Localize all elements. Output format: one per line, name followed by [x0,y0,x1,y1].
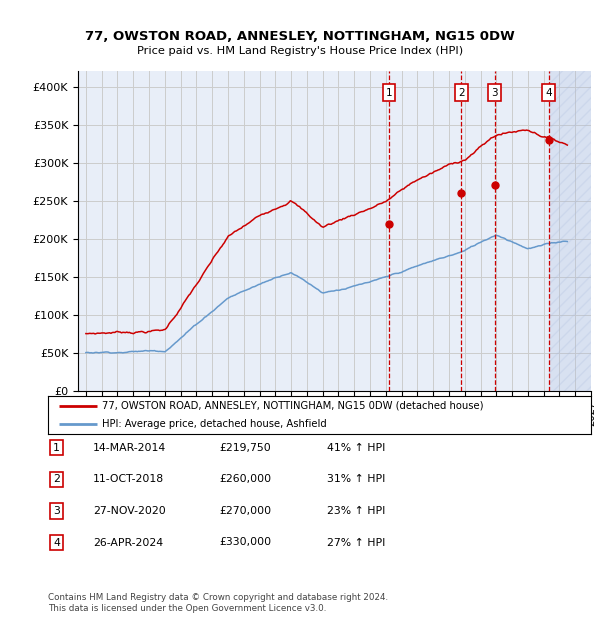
Text: 27% ↑ HPI: 27% ↑ HPI [327,538,385,547]
Text: 4: 4 [545,87,552,97]
Text: 3: 3 [53,506,60,516]
Text: £330,000: £330,000 [219,538,271,547]
Text: Contains HM Land Registry data © Crown copyright and database right 2024.
This d: Contains HM Land Registry data © Crown c… [48,593,388,613]
Text: 11-OCT-2018: 11-OCT-2018 [93,474,164,484]
Text: 27-NOV-2020: 27-NOV-2020 [93,506,166,516]
Bar [549,71,591,391]
Text: 3: 3 [491,87,498,97]
Text: 1: 1 [53,443,60,453]
Text: 4: 4 [53,538,60,547]
Text: 41% ↑ HPI: 41% ↑ HPI [327,443,385,453]
Text: 31% ↑ HPI: 31% ↑ HPI [327,474,385,484]
Text: £260,000: £260,000 [219,474,271,484]
Text: 2: 2 [53,474,60,484]
Text: 77, OWSTON ROAD, ANNESLEY, NOTTINGHAM, NG15 0DW: 77, OWSTON ROAD, ANNESLEY, NOTTINGHAM, N… [85,30,515,43]
Text: 77, OWSTON ROAD, ANNESLEY, NOTTINGHAM, NG15 0DW (detached house): 77, OWSTON ROAD, ANNESLEY, NOTTINGHAM, N… [103,401,484,411]
Text: 14-MAR-2014: 14-MAR-2014 [93,443,166,453]
Text: HPI: Average price, detached house, Ashfield: HPI: Average price, detached house, Ashf… [103,418,327,428]
Text: 23% ↑ HPI: 23% ↑ HPI [327,506,385,516]
Text: £219,750: £219,750 [219,443,271,453]
Text: £270,000: £270,000 [219,506,271,516]
Text: 26-APR-2024: 26-APR-2024 [93,538,163,547]
Text: Price paid vs. HM Land Registry's House Price Index (HPI): Price paid vs. HM Land Registry's House … [137,46,463,56]
Text: 1: 1 [386,87,392,97]
Text: 2: 2 [458,87,464,97]
